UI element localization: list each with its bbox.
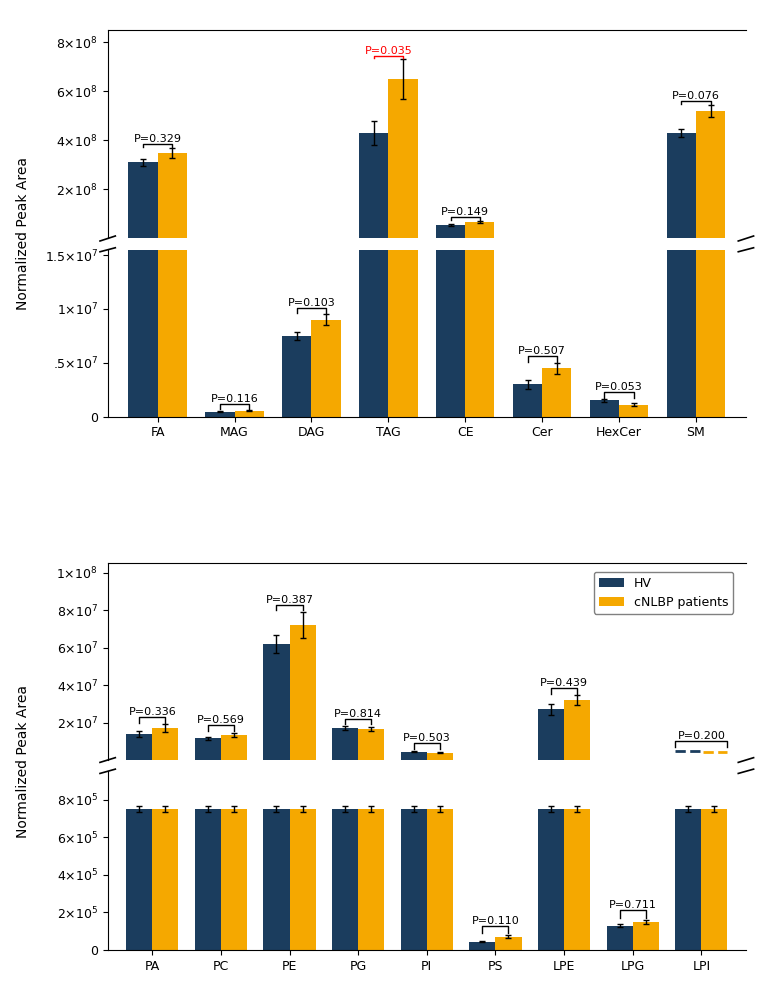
Bar: [619, 405, 648, 417]
Bar: [332, 809, 358, 950]
Bar: [358, 809, 384, 950]
Text: P=0.103: P=0.103: [288, 298, 335, 308]
Bar: [221, 809, 247, 950]
Bar: [538, 809, 564, 950]
Bar: [359, 201, 388, 417]
Text: P=0.116: P=0.116: [211, 394, 258, 404]
Text: P=0.035: P=0.035: [365, 46, 412, 56]
Bar: [359, 133, 388, 238]
Text: P=0.439: P=0.439: [540, 678, 588, 688]
Bar: [388, 79, 418, 238]
Bar: [564, 700, 590, 760]
Bar: [264, 809, 290, 950]
Text: P=0.149: P=0.149: [441, 207, 489, 217]
Bar: [667, 133, 696, 238]
Text: P=0.503: P=0.503: [403, 733, 451, 743]
Bar: [542, 368, 571, 417]
Bar: [126, 734, 152, 760]
Text: P=0.711: P=0.711: [609, 900, 657, 910]
Bar: [427, 809, 453, 950]
Bar: [128, 201, 158, 417]
Bar: [195, 809, 221, 950]
Bar: [436, 225, 465, 238]
Text: P=0.053: P=0.053: [595, 382, 643, 392]
Bar: [264, 644, 290, 760]
Text: Normalized Peak Area: Normalized Peak Area: [16, 685, 30, 838]
Bar: [696, 201, 725, 417]
Text: P=0.569: P=0.569: [197, 715, 245, 725]
Bar: [495, 937, 521, 950]
Bar: [152, 728, 178, 760]
Bar: [667, 201, 696, 417]
Bar: [126, 809, 152, 950]
Bar: [221, 735, 247, 760]
Bar: [696, 111, 725, 238]
Bar: [465, 201, 494, 417]
Text: P=0.387: P=0.387: [265, 595, 314, 605]
Bar: [282, 336, 311, 417]
Bar: [675, 809, 701, 950]
Bar: [401, 809, 427, 950]
Bar: [590, 400, 619, 417]
Bar: [290, 625, 315, 760]
Bar: [427, 753, 453, 760]
Bar: [358, 729, 384, 760]
Text: Normalized Peak Area: Normalized Peak Area: [16, 157, 30, 310]
Text: P=0.200: P=0.200: [677, 731, 725, 741]
Bar: [401, 752, 427, 760]
Bar: [158, 201, 187, 417]
Bar: [701, 809, 727, 950]
Text: P=0.329: P=0.329: [134, 134, 181, 144]
Text: P=0.110: P=0.110: [471, 916, 519, 926]
Text: P=0.076: P=0.076: [672, 91, 720, 101]
Bar: [290, 809, 315, 950]
Bar: [469, 942, 495, 950]
Bar: [311, 320, 341, 417]
Bar: [152, 809, 178, 950]
Bar: [633, 922, 659, 950]
Bar: [195, 738, 221, 760]
Bar: [235, 411, 264, 417]
Bar: [513, 384, 542, 417]
Bar: [128, 162, 158, 238]
Bar: [564, 809, 590, 950]
Bar: [538, 709, 564, 760]
Bar: [388, 201, 418, 417]
Bar: [436, 201, 465, 417]
Text: P=0.507: P=0.507: [518, 346, 566, 356]
Text: P=0.336: P=0.336: [128, 707, 176, 717]
Legend: HV, cNLBP patients: HV, cNLBP patients: [594, 572, 734, 614]
Text: P=0.814: P=0.814: [335, 709, 382, 719]
Bar: [465, 222, 494, 238]
Bar: [332, 728, 358, 760]
Bar: [205, 412, 235, 417]
Bar: [158, 153, 187, 238]
Bar: [607, 926, 633, 950]
